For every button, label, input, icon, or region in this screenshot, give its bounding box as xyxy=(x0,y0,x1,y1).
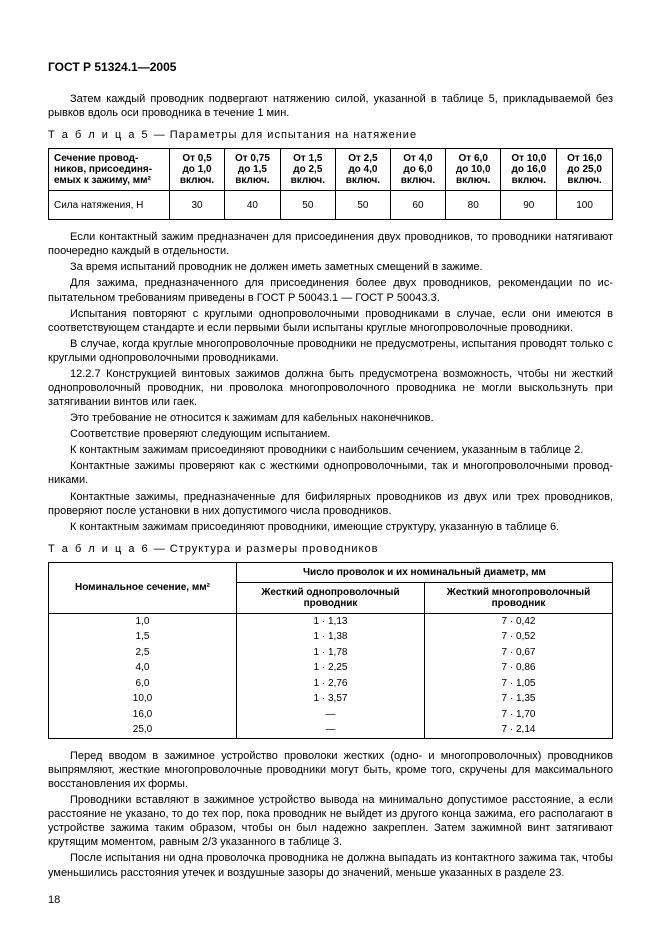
para6: 12.2.7 Конструкцией винтовых зажимов дол… xyxy=(48,367,613,409)
t6-sec: 25,0 xyxy=(49,722,237,738)
t6-c2: 7 · 0,67 xyxy=(425,645,613,661)
t6-c1: — xyxy=(237,707,425,723)
para14: Проводники вставляют в зажимное устройст… xyxy=(48,793,613,849)
para4: Испытания повторяют с круглыми однопрово… xyxy=(48,307,613,335)
para13: Перед вводом в зажимное устройство прово… xyxy=(48,749,613,791)
t6-caption-rest: — Структура и размеры проводников xyxy=(150,543,379,555)
para7: Это требование не относится к зажимам дл… xyxy=(48,411,613,425)
t6-sec: 4,0 xyxy=(49,660,237,676)
t5-col-head: От 6,0до 10,0включ. xyxy=(445,149,500,191)
t5-col-val: 50 xyxy=(335,191,390,220)
t6-c2: 7 · 0,42 xyxy=(425,613,613,629)
t5-col-head: От 4,0до 6,0включ. xyxy=(390,149,445,191)
t6-c1: 1 · 1,78 xyxy=(237,645,425,661)
t5-col-val: 60 xyxy=(390,191,445,220)
t6-c1: 1 · 2,25 xyxy=(237,660,425,676)
para11: Контактные зажимы, предназначенные для б… xyxy=(48,490,613,518)
t5-col-val: 30 xyxy=(170,191,225,220)
t6-c1: — xyxy=(237,722,425,738)
t5-col-val: 50 xyxy=(280,191,335,220)
t6-sec: 6,0 xyxy=(49,676,237,692)
t6-sec: 2,5 xyxy=(49,645,237,661)
doc-id: ГОСТ Р 51324.1—2005 xyxy=(48,60,613,74)
t5-caption-pre: Т а б л и ц а 5 xyxy=(48,129,150,141)
t6-sec: 10,0 xyxy=(49,691,237,707)
para3: Для зажима, предназначенного для присоед… xyxy=(48,276,613,304)
para10: Контактные зажимы проверяют как с жестки… xyxy=(48,459,613,487)
t6-head-c2: Жесткий многопроволочный проводник xyxy=(425,582,613,613)
t6-sec: 16,0 xyxy=(49,707,237,723)
t5-col-val: 80 xyxy=(445,191,500,220)
t5-col-head: От 10,0до 16,0включ. xyxy=(501,149,557,191)
t6-c2: 7 · 1,05 xyxy=(425,676,613,692)
t6-head-left: Номинальное сечение, мм² xyxy=(49,562,237,613)
para9: К контактным зажимам присоединяют провод… xyxy=(48,443,613,457)
para1: Если контактный зажим предназначен для п… xyxy=(48,230,613,258)
t6-c1: 1 · 3,57 xyxy=(237,691,425,707)
t5-col-head: От 1,5до 2,5включ. xyxy=(280,149,335,191)
t5-col-val: 40 xyxy=(225,191,281,220)
t6-c1: 1 · 1,13 xyxy=(237,613,425,629)
t5-col-head: От 2,5до 4,0включ. xyxy=(335,149,390,191)
para5: В случае, когда круглые многопроволочные… xyxy=(48,337,613,365)
para12: К контактным зажимам присоединяют провод… xyxy=(48,520,613,534)
para2: За время испытаний проводник не должен и… xyxy=(48,260,613,274)
t6-sec: 1,5 xyxy=(49,629,237,645)
t5-col-val: 100 xyxy=(557,191,613,220)
t5-row2-head: Сила натяжения, Н xyxy=(49,191,170,220)
t6-c2: 7 · 2,14 xyxy=(425,722,613,738)
t6-sec: 1,0 xyxy=(49,613,237,629)
t5-caption-rest: — Параметры для испытания на натяжение xyxy=(150,129,417,141)
t5-col-head: От 16,0до 25,0включ. xyxy=(557,149,613,191)
t5-col-head: От 0,75до 1,5включ. xyxy=(225,149,281,191)
para15: После испытания ни одна проволочка прово… xyxy=(48,851,613,879)
t5-row1-head: Сечение провод­ников, присоединя­емых к … xyxy=(49,149,170,191)
t6-c1: 1 · 2,76 xyxy=(237,676,425,692)
t6-c2: 7 · 1,70 xyxy=(425,707,613,723)
page-number: 18 xyxy=(48,894,60,906)
t5-col-head: От 0,5до 1,0включ. xyxy=(170,149,225,191)
t6-c1: 1 · 1,38 xyxy=(237,629,425,645)
para8: Соответствие проверяют следующим испытан… xyxy=(48,427,613,441)
t6-c2: 7 · 0,52 xyxy=(425,629,613,645)
t5-col-val: 90 xyxy=(501,191,557,220)
t6-head-top: Число проволок и их номинальный диаметр,… xyxy=(237,562,613,582)
t6-c2: 7 · 1,35 xyxy=(425,691,613,707)
t6-c2: 7 · 0,86 xyxy=(425,660,613,676)
table5: Сечение провод­ников, присоединя­емых к … xyxy=(48,148,613,220)
t6-head-c1: Жесткий однопроволочный проводник xyxy=(237,582,425,613)
t6-caption-pre: Т а б л и ц а 6 xyxy=(48,543,150,555)
table5-caption: Т а б л и ц а 5 — Параметры для испытани… xyxy=(48,128,613,142)
table6-caption: Т а б л и ц а 6 — Структура и размеры пр… xyxy=(48,542,613,556)
table6: Номинальное сечение, мм² Число проволок … xyxy=(48,562,613,739)
intro-para: Затем каждый проводник подвергают натяже… xyxy=(48,92,613,120)
